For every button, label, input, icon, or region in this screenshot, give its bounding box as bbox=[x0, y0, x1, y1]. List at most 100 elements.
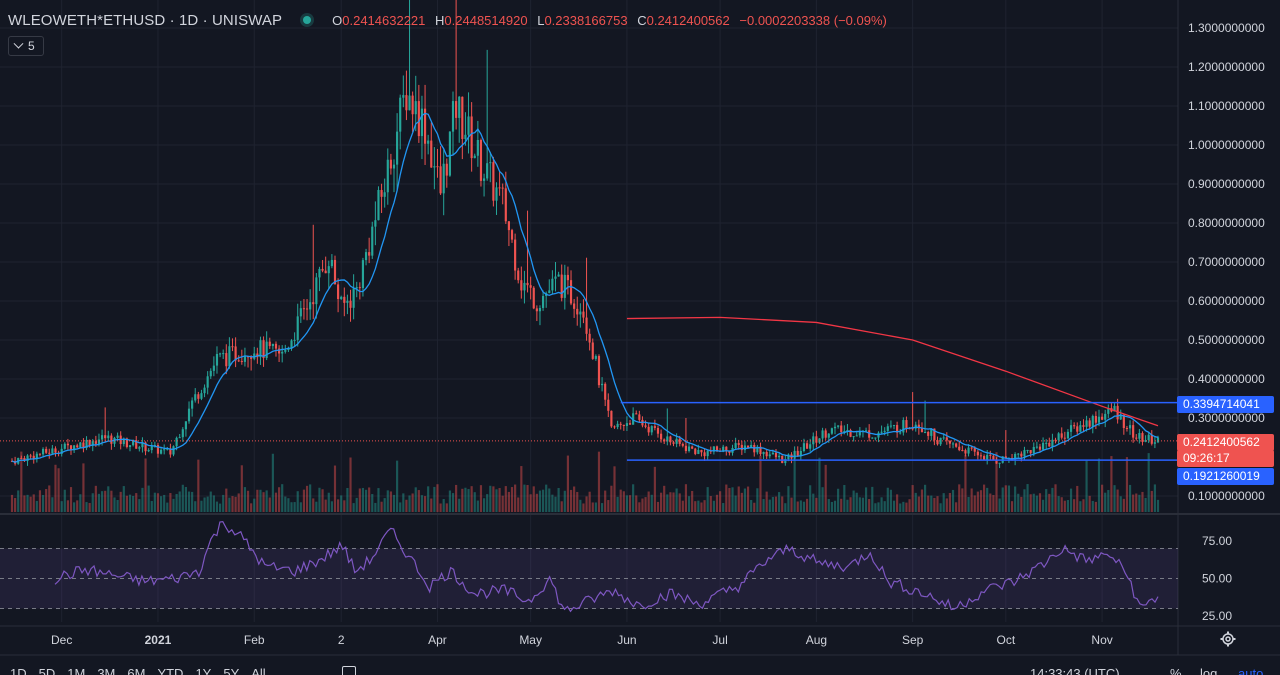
candle-body bbox=[371, 226, 374, 256]
volume-bar bbox=[427, 486, 430, 512]
candle-body bbox=[576, 308, 579, 315]
volume-bar bbox=[551, 494, 554, 512]
volume-bar bbox=[600, 503, 604, 512]
candle-body bbox=[116, 435, 119, 438]
indicators-toggle-button[interactable]: 5 bbox=[8, 36, 44, 56]
volume-bar bbox=[10, 494, 14, 512]
volume-bar bbox=[417, 490, 420, 512]
candle-body bbox=[573, 303, 576, 309]
time-axis-tick-label: Apr bbox=[428, 633, 447, 647]
candle-body bbox=[405, 95, 408, 111]
candle-body bbox=[278, 348, 281, 354]
utc-clock[interactable]: 14:33:43 (UTC) bbox=[1030, 666, 1120, 675]
volume-bar bbox=[135, 493, 138, 512]
volume-bar bbox=[476, 500, 479, 512]
candle-body bbox=[408, 95, 411, 111]
symbol-title[interactable]: WLEOWETH*ETHUSD · 1D · UNISWAP bbox=[8, 11, 283, 29]
volume-bar bbox=[697, 500, 700, 512]
candle-body bbox=[687, 446, 691, 452]
range-button-1y[interactable]: 1Y bbox=[195, 666, 212, 675]
volume-bar bbox=[1082, 499, 1085, 512]
volume-bar bbox=[712, 500, 715, 512]
log-scale-button[interactable]: log bbox=[1200, 666, 1218, 675]
volume-bar bbox=[206, 496, 209, 512]
range-button-5y[interactable]: 5Y bbox=[223, 666, 240, 675]
volume-bar bbox=[153, 492, 156, 512]
volume-bar bbox=[1107, 490, 1110, 512]
candle-body bbox=[955, 443, 958, 447]
volume-bar bbox=[464, 487, 467, 512]
candle-body bbox=[299, 308, 302, 317]
volume-bar bbox=[461, 488, 464, 512]
range-button-3m[interactable]: 3M bbox=[97, 666, 116, 675]
auto-scale-button[interactable]: auto bbox=[1238, 666, 1264, 675]
candle-body bbox=[579, 311, 582, 315]
volume-bar bbox=[361, 487, 365, 512]
range-button-1m[interactable]: 1M bbox=[67, 666, 86, 675]
candle-body bbox=[54, 448, 57, 453]
range-button-5d[interactable]: 5D bbox=[38, 666, 56, 675]
percent-scale-button[interactable]: % bbox=[1170, 666, 1182, 675]
candle-body bbox=[156, 444, 160, 454]
range-button-all[interactable]: All bbox=[251, 666, 266, 675]
candle-body bbox=[989, 454, 992, 456]
volume-bar bbox=[445, 503, 448, 512]
volume-bar bbox=[1097, 458, 1101, 512]
candle-body bbox=[1150, 434, 1153, 444]
candle-body bbox=[35, 453, 38, 460]
candle-body bbox=[740, 444, 743, 451]
volume-bar bbox=[448, 490, 451, 512]
candle-body bbox=[455, 101, 458, 118]
candle-body bbox=[495, 187, 498, 201]
lower-line-price-tag: 0.1921260019 bbox=[1177, 468, 1274, 485]
volume-bar bbox=[787, 486, 790, 512]
candle-body bbox=[271, 343, 274, 347]
candle-body bbox=[60, 448, 63, 454]
volume-bar bbox=[163, 494, 166, 512]
candle-body bbox=[470, 116, 473, 159]
candle-body bbox=[514, 239, 517, 271]
candle-body bbox=[20, 458, 23, 460]
candle-body bbox=[200, 393, 203, 399]
volume-bar bbox=[998, 498, 1001, 512]
volume-bar bbox=[840, 498, 843, 512]
candle-body bbox=[933, 428, 936, 441]
volume-bar bbox=[327, 492, 330, 512]
candle-body bbox=[809, 444, 812, 449]
candle-body bbox=[153, 444, 156, 446]
candle-body bbox=[464, 134, 467, 139]
candle-body bbox=[663, 439, 666, 442]
candle-body bbox=[998, 462, 1001, 464]
volume-bar bbox=[995, 452, 998, 512]
range-button-1d[interactable]: 1D bbox=[10, 666, 27, 675]
volume-bar bbox=[861, 497, 865, 512]
candle-body bbox=[864, 430, 868, 432]
candle-body bbox=[1035, 446, 1038, 448]
volume-bar bbox=[591, 502, 594, 512]
volume-bar bbox=[94, 485, 97, 512]
candle-body bbox=[274, 343, 278, 349]
price-axis-tick-label: 0.8000000000 bbox=[1188, 216, 1265, 230]
candle-body bbox=[526, 282, 529, 286]
volume-bar bbox=[703, 500, 706, 512]
volume-bar bbox=[1010, 501, 1014, 512]
price-axis-tick-label: 0.6000000000 bbox=[1188, 294, 1265, 308]
candle-body bbox=[622, 424, 625, 426]
gear-icon[interactable] bbox=[1220, 631, 1236, 647]
candle-body bbox=[523, 282, 526, 291]
volume-bar bbox=[1063, 500, 1066, 512]
volume-bar bbox=[802, 501, 806, 512]
candle-body bbox=[166, 448, 169, 450]
candle-body bbox=[911, 428, 914, 430]
volume-bar bbox=[759, 455, 762, 512]
candle-body bbox=[992, 455, 995, 460]
candle-body bbox=[420, 108, 424, 137]
candle-body bbox=[178, 437, 181, 439]
calendar-icon[interactable] bbox=[342, 666, 356, 675]
candle-body bbox=[1017, 453, 1020, 455]
range-button-6m[interactable]: 6M bbox=[127, 666, 146, 675]
candle-body bbox=[793, 450, 796, 459]
candle-body bbox=[479, 139, 483, 181]
range-button-ytd[interactable]: YTD bbox=[157, 666, 184, 675]
